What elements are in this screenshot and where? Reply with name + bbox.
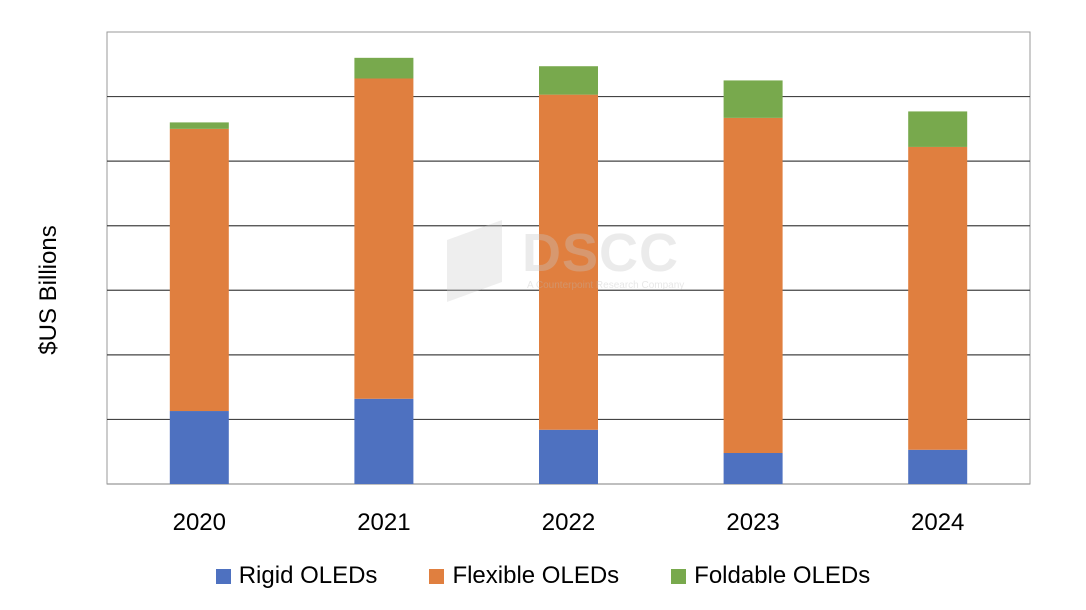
x-tick-label: 2023 (726, 509, 779, 536)
x-tick-label: 2024 (911, 509, 964, 536)
x-tick-label: 2022 (542, 509, 595, 536)
bar-rigid-oleds-2021 (354, 398, 414, 484)
y-axis-label: $US Billions (35, 225, 62, 355)
bar-rigid-oleds-2023 (723, 453, 783, 484)
bar-flexible-oleds-2020 (169, 128, 229, 412)
bar-flexible-oleds-2024 (908, 146, 968, 450)
legend-item-foldable: Foldable OLEDs (671, 562, 870, 590)
bar-flexible-oleds-2021 (354, 78, 414, 399)
bar-foldable-oleds-2021 (354, 57, 414, 79)
bar-rigid-oleds-2024 (908, 449, 968, 484)
legend-swatch (429, 568, 445, 584)
x-tick-label: 2021 (357, 509, 410, 536)
legend-swatch (671, 568, 687, 584)
legend-swatch (215, 568, 231, 584)
bar-foldable-oleds-2024 (908, 111, 968, 147)
legend-label: Rigid OLEDs (238, 562, 378, 589)
x-tick-label: 2020 (173, 509, 226, 536)
legend: Rigid OLEDs Flexible OLEDs Foldable OLED… (0, 562, 1086, 590)
bar-flexible-oleds-2022 (539, 94, 598, 430)
legend-label: Flexible OLEDs (452, 562, 620, 589)
bar-rigid-oleds-2020 (169, 411, 229, 484)
legend-item-flexible: Flexible OLEDs (429, 562, 619, 590)
bar-rigid-oleds-2022 (539, 429, 598, 484)
bar-foldable-oleds-2022 (539, 66, 598, 95)
bar-foldable-oleds-2023 (723, 80, 783, 118)
legend-label: Foldable OLEDs (694, 562, 871, 589)
bar-flexible-oleds-2023 (723, 117, 783, 454)
legend-item-rigid: Rigid OLEDs (215, 562, 378, 590)
bar-foldable-oleds-2020 (169, 122, 229, 129)
